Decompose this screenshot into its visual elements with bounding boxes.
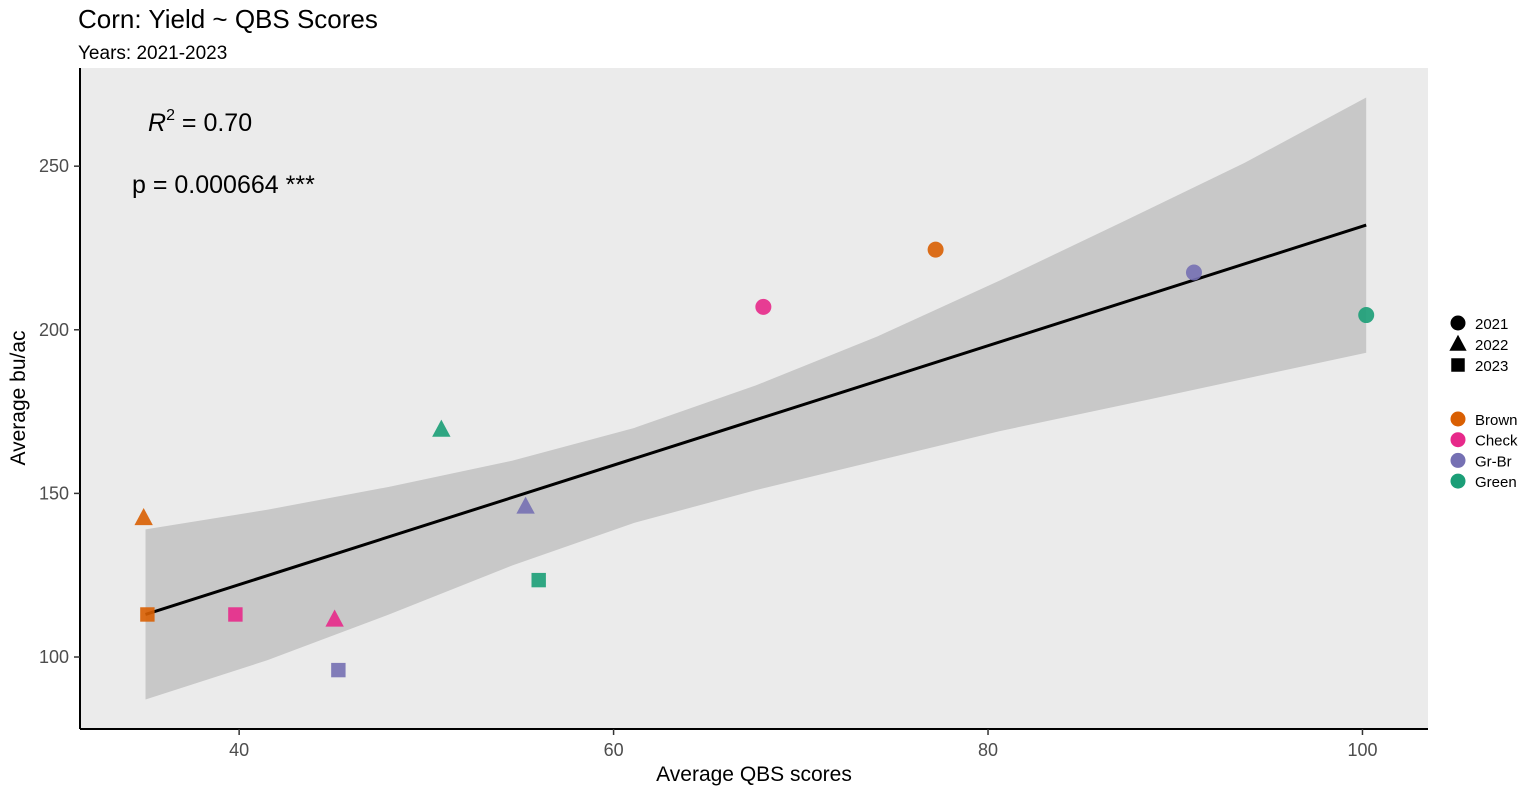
chart-title: Corn: Yield ~ QBS Scores: [78, 4, 378, 34]
regression-line-layer: [145, 223, 1367, 616]
r-squared-superscript: 2: [166, 107, 175, 124]
data-point: [755, 298, 772, 315]
legend-group-label: Gr-Br: [1475, 453, 1512, 470]
data-point: [516, 496, 535, 514]
data-point: [325, 609, 344, 627]
data-point: [134, 508, 153, 526]
y-axis-title: Average bu/ac: [7, 330, 30, 465]
y-tick-label: 100: [39, 647, 69, 667]
legend-group-label: Check: [1475, 433, 1518, 450]
legend-group-label: Green: [1475, 474, 1517, 491]
x-tick-label: 60: [604, 740, 624, 760]
data-point: [531, 572, 546, 588]
x-tick-label: 40: [229, 740, 249, 760]
y-tick-label: 250: [39, 156, 69, 176]
legend-group-key: [1450, 473, 1466, 489]
legend-group-key: [1450, 411, 1466, 427]
y-tick-label: 150: [39, 483, 69, 503]
legend-groups: Brown Check Gr-Br Green: [1450, 411, 1518, 491]
regression-line: [145, 223, 1367, 616]
y-tick-label: 200: [39, 320, 69, 340]
x-tick-label: 100: [1347, 740, 1377, 760]
chart-subtitle: Years: 2021-2023: [78, 43, 227, 64]
confidence-band-layer: [145, 97, 1367, 700]
data-point: [1358, 307, 1375, 324]
legend-year-key: [1451, 358, 1465, 372]
x-axis-title: Average QBS scores: [656, 763, 852, 786]
legend-year-key: [1450, 315, 1466, 331]
data-point: [140, 607, 155, 622]
legend-group-key: [1450, 432, 1466, 448]
legend-year-label: 2023: [1475, 358, 1508, 375]
data-point: [228, 607, 243, 622]
data-point: [331, 662, 346, 678]
legend-year-label: 2021: [1475, 316, 1508, 333]
legend-group-key: [1450, 452, 1466, 468]
data-point: [432, 419, 451, 437]
data-points-layer: [134, 241, 1375, 678]
data-point: [927, 241, 944, 258]
x-tick-label: 80: [978, 740, 998, 760]
p-value-annotation: p = 0.000664 ***: [132, 171, 315, 199]
legend-year-label: 2022: [1475, 337, 1508, 354]
confidence-band: [145, 97, 1367, 700]
r-squared-symbol: R: [148, 109, 166, 137]
legend-group-label: Brown: [1475, 412, 1518, 429]
r-squared-annotation: R2 = 0.70: [148, 107, 252, 137]
legend-year-key: [1449, 334, 1467, 351]
r-squared-value: = 0.70: [175, 109, 252, 137]
legend-years: 2021 2022 2023: [1449, 315, 1508, 375]
data-point: [1185, 264, 1202, 281]
y-axis-ticks: 100 150 200 250: [39, 156, 80, 667]
x-axis-ticks: 40 60 80 100: [229, 729, 1377, 760]
